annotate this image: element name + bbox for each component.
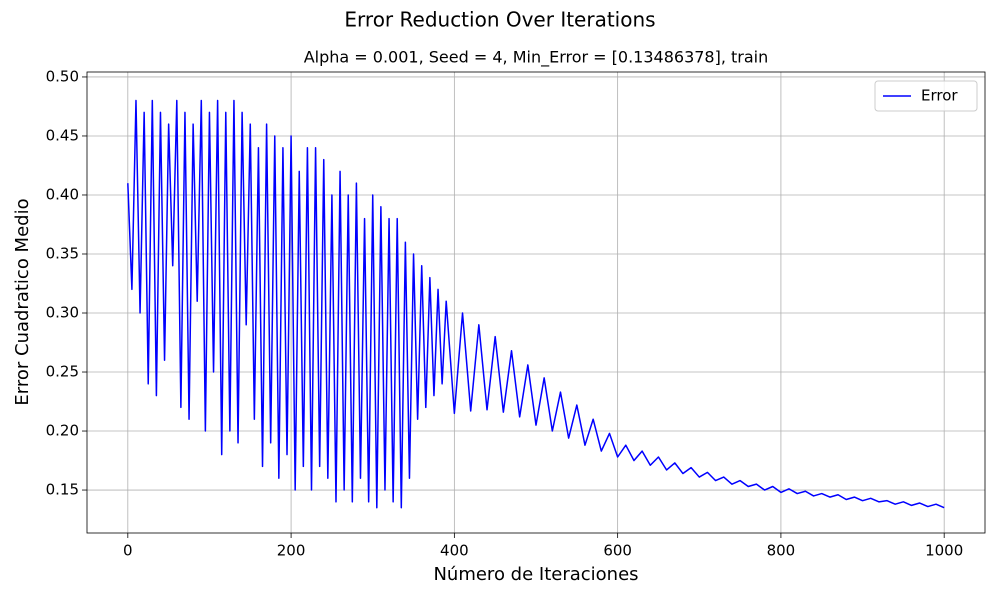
y-tick-label: 0.50 [46,67,79,85]
legend-label: Error [921,87,958,105]
x-tick-label: 600 [603,542,632,560]
chart-title: Error Reduction Over Iterations [344,8,655,32]
x-tick-label: 0 [123,542,133,560]
y-tick-label: 0.35 [46,244,79,262]
x-tick-label: 1000 [925,542,963,560]
y-tick-label: 0.15 [46,481,79,499]
y-tick-label: 0.25 [46,363,79,381]
x-tick-label: 400 [440,542,469,560]
x-axis-label: Número de Iteraciones [433,564,638,585]
data-line [127,99,945,509]
y-tick-label: 0.20 [46,422,79,440]
legend-box [874,80,978,112]
x-tick-label: 800 [767,542,796,560]
y-tick-label: 0.40 [46,185,79,203]
y-tick-label: 0.45 [46,126,79,144]
y-axis-label: Error Cuadratico Medio [12,198,33,405]
y-tick-label: 0.30 [46,304,79,322]
x-tick-label: 200 [277,542,306,560]
plot-frame [86,71,986,534]
chart-subtitle: Alpha = 0.001, Seed = 4, Min_Error = [0.… [304,48,769,68]
